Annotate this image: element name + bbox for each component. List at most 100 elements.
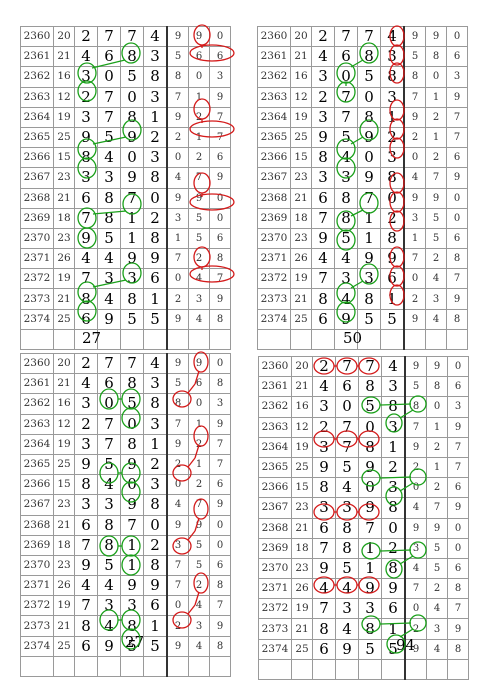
digit-cell: 9 bbox=[143, 575, 168, 597]
stat-cell: 3 bbox=[209, 393, 231, 415]
digit-cell: 0 bbox=[358, 477, 382, 499]
stat-cell: 5 bbox=[166, 46, 189, 68]
digit-cell: 0 bbox=[143, 187, 168, 209]
stat-cell: 0 bbox=[446, 207, 468, 229]
stat-cell: 9 bbox=[209, 615, 231, 637]
stat-cell: 5 bbox=[425, 227, 447, 250]
digit-cell: 7 bbox=[357, 187, 381, 209]
stat-cell: 7 bbox=[446, 126, 468, 149]
issue-number-cell: 2364 bbox=[20, 106, 54, 128]
digit-cell: 8 bbox=[311, 288, 335, 310]
stat-cell: 1 bbox=[188, 453, 210, 476]
issue-number-cell: 2371 bbox=[257, 248, 291, 270]
stat-cell: 4 bbox=[166, 494, 189, 516]
sum-cell: 23 bbox=[291, 557, 313, 580]
stat-cell: 9 bbox=[209, 413, 231, 435]
sum-cell: 16 bbox=[53, 66, 75, 88]
empty-cell bbox=[188, 655, 210, 678]
table-row: 2367 23 3 3 9 8 4 7 9 bbox=[257, 167, 468, 189]
digit-cell: 6 bbox=[335, 376, 359, 398]
stat-cell: 9 bbox=[404, 436, 427, 458]
digit-cell: 4 bbox=[334, 147, 358, 169]
empty-cell bbox=[166, 328, 189, 351]
stat-cell: 4 bbox=[404, 557, 427, 580]
table-row: 2369 18 7 8 1 2 3 5 0 bbox=[257, 207, 468, 229]
stat-cell: 0 bbox=[426, 396, 448, 418]
digit-cell: 9 bbox=[357, 167, 381, 189]
stat-cell: 3 bbox=[425, 288, 447, 310]
issue-number-cell: 2362 bbox=[20, 393, 54, 415]
stat-cell: 3 bbox=[447, 396, 469, 418]
stat-cell: 0 bbox=[447, 537, 469, 559]
digit-cell: 8 bbox=[74, 615, 98, 637]
stat-cell: 0 bbox=[404, 598, 427, 620]
digit-cell: 9 bbox=[335, 638, 359, 660]
stat-cell: 8 bbox=[209, 575, 231, 597]
stat-cell: 4 bbox=[188, 308, 210, 330]
stat-cell: 2 bbox=[166, 453, 189, 476]
empty-cell bbox=[447, 658, 469, 681]
stat-cell: 6 bbox=[209, 227, 231, 250]
digit-cell: 4 bbox=[97, 575, 121, 597]
table-row: 2367 23 3 3 9 8 4 7 9 bbox=[20, 167, 231, 189]
digit-cell: 1 bbox=[120, 227, 144, 250]
stat-cell: 9 bbox=[403, 308, 426, 330]
stat-cell: 4 bbox=[403, 167, 426, 189]
stat-cell: 7 bbox=[209, 268, 231, 290]
digit-cell: 1 bbox=[143, 106, 168, 128]
sum-cell: 25 bbox=[290, 308, 312, 330]
sum-cell: 12 bbox=[291, 416, 313, 438]
digit-cell: 8 bbox=[358, 376, 382, 398]
sum-cell: 25 bbox=[53, 635, 75, 657]
stat-cell: 0 bbox=[166, 268, 189, 290]
stat-cell: 7 bbox=[425, 167, 447, 189]
digit-cell: 0 bbox=[120, 413, 144, 435]
digit-cell: 9 bbox=[358, 456, 382, 479]
sum-cell: 18 bbox=[53, 207, 75, 229]
digit-cell: 8 bbox=[120, 288, 144, 310]
stat-cell: 0 bbox=[188, 393, 210, 415]
table-row: 2365 25 9 5 9 2 2 1 7 bbox=[20, 453, 231, 476]
digit-cell: 5 bbox=[357, 66, 381, 88]
stat-cell: 3 bbox=[188, 615, 210, 637]
digit-cell: 3 bbox=[381, 477, 406, 499]
digit-cell: 4 bbox=[335, 618, 359, 640]
stat-cell: 5 bbox=[188, 554, 210, 577]
digit-cell: 5 bbox=[334, 126, 358, 149]
digit-cell: 6 bbox=[97, 373, 121, 395]
digit-cell: 3 bbox=[120, 595, 144, 617]
digit-cell: 3 bbox=[143, 46, 168, 68]
table-row: 2361 21 4 6 8 3 5 8 6 bbox=[257, 46, 468, 68]
issue-number-cell: 2362 bbox=[257, 66, 291, 88]
stat-cell: 2 bbox=[188, 474, 210, 496]
stat-cell: 1 bbox=[426, 416, 448, 438]
sum-cell: 19 bbox=[53, 268, 75, 290]
issue-number-cell: 2368 bbox=[258, 517, 292, 539]
table-row: 2372 19 7 3 3 6 0 4 7 bbox=[257, 268, 468, 290]
stat-cell: 0 bbox=[166, 474, 189, 496]
digit-cell: 8 bbox=[334, 187, 358, 209]
table-row: 2372 19 7 3 3 6 0 4 7 bbox=[20, 268, 231, 290]
digit-cell: 8 bbox=[143, 494, 168, 516]
stat-cell: 0 bbox=[403, 268, 426, 290]
stat-cell: 3 bbox=[403, 207, 426, 229]
sum-cell: 20 bbox=[53, 25, 75, 48]
table-row: 2368 21 6 8 7 0 9 9 0 bbox=[257, 187, 468, 209]
issue-number-cell: 2369 bbox=[258, 537, 292, 559]
digit-cell: 3 bbox=[311, 106, 335, 128]
digit-cell: 1 bbox=[143, 615, 168, 637]
sum-cell: 23 bbox=[53, 554, 75, 577]
digit-cell: 8 bbox=[74, 474, 98, 496]
issue-number-cell: 2369 bbox=[257, 207, 291, 229]
stat-cell: 6 bbox=[209, 147, 231, 169]
digit-cell: 3 bbox=[74, 433, 98, 455]
panel-4: 2360 20 2 7 7 4 9 9 0 2361 21 4 6 8 3 5 8 6 2362 16 3 0 5 8 8 0 3 2… bbox=[258, 355, 469, 681]
sum-cell: 25 bbox=[290, 126, 312, 149]
issue-number-cell: 2366 bbox=[20, 474, 54, 496]
digit-cell: 1 bbox=[120, 207, 144, 229]
digit-cell: 3 bbox=[380, 86, 405, 108]
digit-cell: 3 bbox=[312, 396, 336, 418]
issue-number-cell: 2368 bbox=[20, 187, 54, 209]
stat-cell: 6 bbox=[209, 46, 231, 68]
stat-cell: 4 bbox=[425, 268, 447, 290]
